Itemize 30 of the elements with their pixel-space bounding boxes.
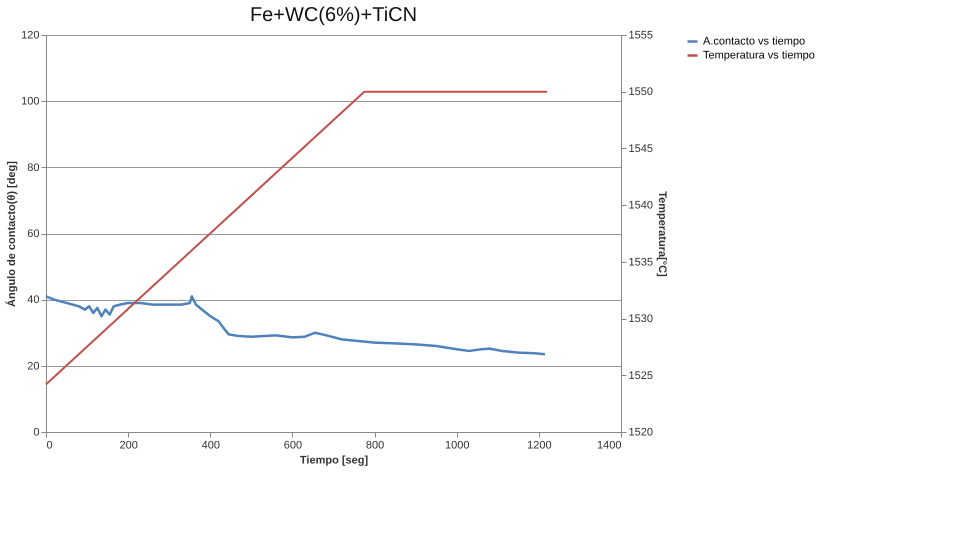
y2-tick-label: 1540 xyxy=(628,200,653,212)
y-tick-label: 0 xyxy=(33,426,40,438)
legend-label: A.contacto vs tiempo xyxy=(703,36,806,48)
y-axis-title: Ángulo de contacto(θ) [deg] xyxy=(5,160,18,307)
y2-tick-label: 1545 xyxy=(628,142,653,155)
x-tick-label: 0 xyxy=(46,440,53,452)
x-axis-title: Tiempo [seg] xyxy=(300,454,368,466)
x-tick-label: 1400 xyxy=(597,440,622,452)
y-tick-label: 20 xyxy=(27,360,40,372)
y2-tick-label: 1530 xyxy=(628,313,653,326)
x-tick-label: 200 xyxy=(119,440,138,452)
y-tick-label: 80 xyxy=(27,162,40,174)
line-series xyxy=(44,295,546,356)
y-tick-label: 60 xyxy=(27,228,40,240)
x-tick-label: 1200 xyxy=(527,440,552,452)
y2-tick-label: 1520 xyxy=(628,426,653,438)
y2-tick-label: 1535 xyxy=(628,256,653,268)
y2-axis-title: Temperatura[°C] xyxy=(656,191,668,278)
legend-label: Temperatura vs tiempo xyxy=(703,50,815,62)
x-tick-label: 600 xyxy=(284,440,302,452)
y-tick-label: 120 xyxy=(21,30,40,42)
y-tick-label: 100 xyxy=(21,96,40,108)
x-tick-label: 800 xyxy=(366,440,384,452)
y-tick-label: 40 xyxy=(27,294,40,306)
y2-tick-label: 1550 xyxy=(628,86,653,98)
y2-tick-label: 1555 xyxy=(628,30,653,42)
y2-tick-label: 1525 xyxy=(628,370,653,382)
x-tick-label: 1000 xyxy=(444,440,470,452)
chart-title: Fe+WC(6%)+TiCN xyxy=(250,4,418,26)
x-tick-label: 400 xyxy=(202,440,220,452)
